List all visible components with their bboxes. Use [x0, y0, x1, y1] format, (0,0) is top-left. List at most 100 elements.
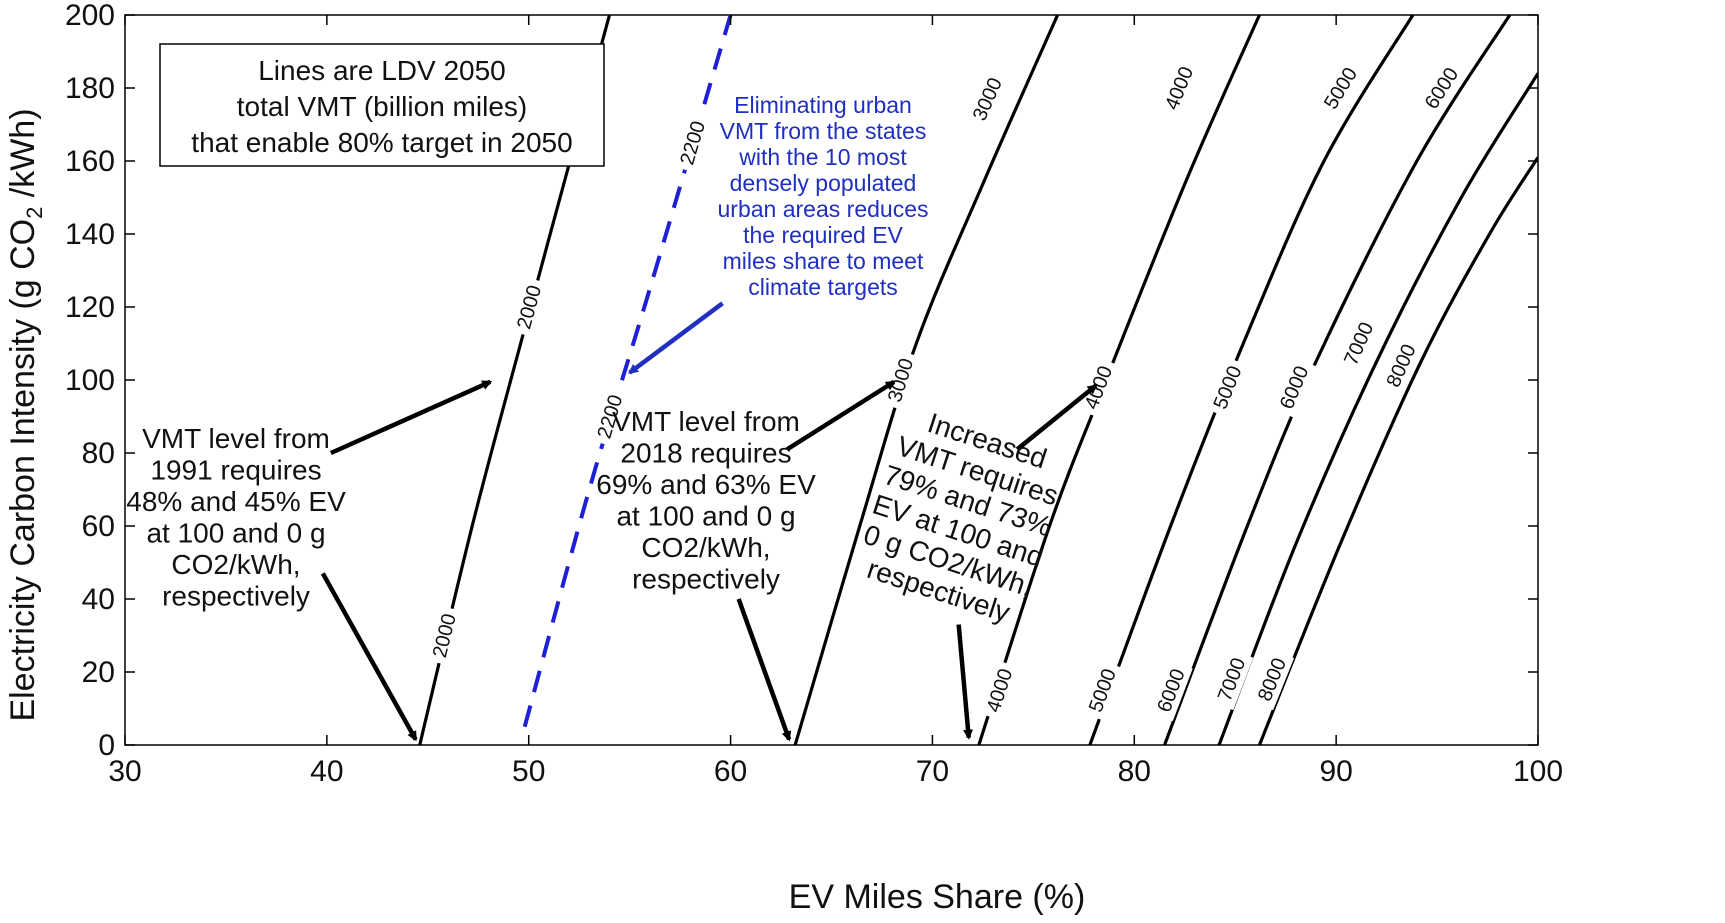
annotation-line-vmt1991-0: VMT level from: [142, 423, 330, 454]
y-tick-label-140: 140: [65, 218, 115, 251]
legend-line-2: total VMT (billion miles): [237, 91, 527, 122]
contour-label-group-6000-1: 6000: [1270, 356, 1317, 419]
contour-label-2000: 2000: [429, 612, 461, 660]
contour-label-group-4000-0: 4000: [978, 659, 1021, 721]
contour-label-bg: [978, 659, 1021, 721]
annotation-arrow-vmt1991-0: [329, 379, 493, 456]
annotation-arrow-vmt1991-1: [320, 572, 418, 742]
annotation-line-urban-1: VMT from the states: [720, 118, 927, 144]
annotation-line-vmt2018-5: respectively: [632, 564, 780, 595]
contour-label-group-2000-0: 2000: [424, 605, 464, 666]
series-line-6000: [1163, 15, 1512, 745]
series-line-8000: [1257, 156, 1538, 745]
annotation-line-vmt1991-1: 1991 requires: [150, 455, 321, 486]
x-axis-title: EV Miles Share (%): [789, 878, 1086, 916]
contour-label-bg: [588, 385, 630, 448]
annotation-line-vmt2018-2: 69% and 63% EV: [596, 469, 816, 500]
x-tick-label-30: 30: [108, 755, 141, 788]
y-tick-label-200: 200: [65, 0, 115, 32]
contour-label-group-5000-2: 5000: [1314, 57, 1366, 119]
annotation-line-urban-6: miles share to meet: [723, 248, 924, 274]
annotation-line-vmt1991-4: CO2/kWh,: [171, 549, 300, 580]
legend-line-1: Lines are LDV 2050: [258, 55, 506, 86]
annotation-line-vmt1991-5: respectively: [162, 581, 310, 612]
y-tick-label-180: 180: [65, 72, 115, 105]
x-tick-label-40: 40: [310, 755, 343, 788]
contour-label-bg: [1156, 57, 1202, 119]
y-tick-label-80: 80: [82, 437, 115, 470]
annotation-line-urban-5: the required EV: [743, 222, 903, 248]
y-axis-title-end: /kWh): [4, 108, 42, 206]
annotation-line-vmt1991-2: 48% and 45% EV: [126, 486, 346, 517]
y-tick-label-20: 20: [82, 656, 115, 689]
contour-label-bg: [1209, 648, 1254, 711]
contour-label-bg: [1415, 57, 1468, 119]
contour-label-bg: [1080, 659, 1124, 722]
x-tick-label-80: 80: [1118, 755, 1151, 788]
contour-label-bg: [879, 349, 921, 411]
contour-label-group-5000-0: 5000: [1080, 659, 1124, 722]
series-line-5000: [1088, 15, 1415, 745]
contour-label-group-2000-1: 2000: [508, 276, 549, 338]
legend-line-3: that enable 80% target in 2050: [191, 127, 572, 158]
x-axis: 30 40 50 60 70 80 90 100: [108, 15, 1563, 788]
contour-label-bg: [963, 68, 1011, 130]
contour-label-bg: [1314, 57, 1366, 119]
annotation-arrow-increased-1: [956, 624, 974, 740]
legend-box: Lines are LDV 2050 total VMT (billion mi…: [159, 43, 605, 167]
annotation-line-vmt1991-3: at 100 and 0 g: [146, 518, 325, 549]
contour-label-group-5000-1: 5000: [1204, 356, 1250, 419]
contour-label-bg: [1204, 356, 1250, 419]
contour-label-group-7000-0: 7000: [1209, 648, 1254, 711]
y-tick-label-160: 160: [65, 145, 115, 178]
y-axis-title-main: Electricity Carbon Intensity (g CO: [4, 219, 42, 722]
annotation-line-vmt2018-1: 2018 requires: [620, 438, 791, 469]
annotation-arrow-urban-0: [628, 301, 724, 375]
y-axis-title-sub: 2: [22, 207, 47, 219]
contour-label-bg: [1335, 312, 1382, 375]
contour-label-bg: [424, 605, 464, 666]
annotation-line-vmt2018-4: CO2/kWh,: [641, 532, 770, 563]
annotation-line-vmt2018-3: at 100 and 0 g: [616, 501, 795, 532]
y-axis-title: Electricity Carbon Intensity (g CO2 /kWh…: [4, 108, 47, 721]
contour-label-group-4000-1: 4000: [1075, 356, 1121, 419]
annotation-arrow-vmt2018-1: [736, 598, 792, 742]
series-line-7000: [1217, 72, 1538, 745]
contour-label-group-4000-2: 4000: [1156, 57, 1202, 119]
x-tick-label-90: 90: [1319, 755, 1352, 788]
x-tick-label-100: 100: [1513, 755, 1563, 788]
contour-label-bg: [1249, 648, 1295, 711]
contour-label-group-6000-2: 6000: [1415, 57, 1468, 119]
contour-label-group-6000-0: 6000: [1148, 659, 1193, 722]
legend-box-frame: [159, 43, 605, 167]
x-tick-label-50: 50: [512, 755, 545, 788]
series-line-3000: [793, 15, 1060, 745]
y-tick-label-120: 120: [65, 291, 115, 324]
annotation-line-urban-7: climate targets: [748, 274, 898, 300]
contour-label-bg: [1075, 356, 1121, 419]
annotation-line-urban-0: Eliminating urban: [734, 92, 912, 118]
y-tick-label-100: 100: [65, 364, 115, 397]
contour-label-group-3000-1: 3000: [963, 68, 1011, 130]
annotation-arrow-vmt2018-0: [785, 379, 896, 452]
contour-label-group-2200-1: 2200: [671, 112, 713, 174]
contour-label-bg: [1148, 659, 1193, 722]
contour-label-group-3000-0: 3000: [879, 349, 921, 411]
annotation-line-urban-3: densely populated: [730, 170, 917, 196]
contour-label-bg: [671, 112, 713, 174]
x-tick-label-70: 70: [916, 755, 949, 788]
y-tick-label-60: 60: [82, 510, 115, 543]
contour-label-bg: [1377, 334, 1424, 397]
y-tick-label-0: 0: [98, 729, 115, 762]
y-tick-label-40: 40: [82, 583, 115, 616]
annotation-arrow-increased-0: [1015, 383, 1098, 452]
annotation-line-vmt2018-0: VMT level from: [612, 406, 800, 437]
contour-label-group-8000-0: 8000: [1249, 648, 1295, 711]
